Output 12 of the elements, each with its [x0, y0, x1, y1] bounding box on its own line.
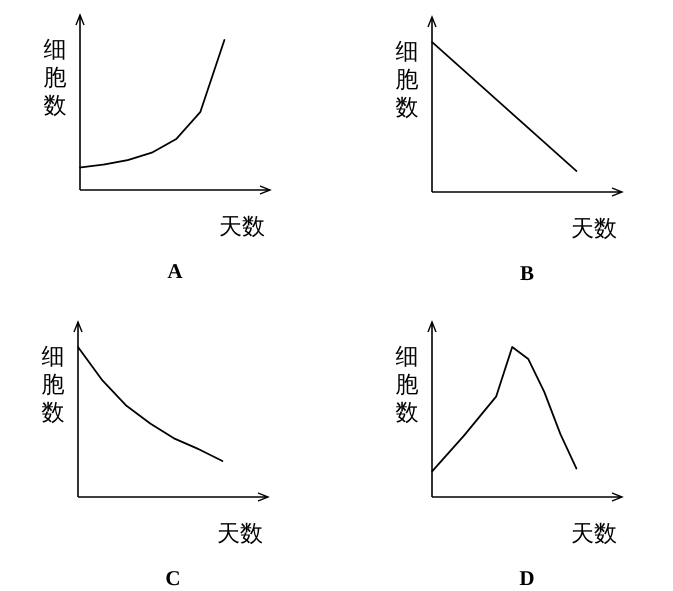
- y-axis-title: 细胞数: [44, 37, 66, 119]
- text: D: [519, 566, 535, 590]
- y-axis-title: 细胞数: [42, 344, 64, 426]
- text: A: [167, 259, 184, 283]
- x-axis-title: 天数: [217, 521, 263, 547]
- x-axis-title: 天数: [219, 214, 265, 240]
- y-axis-title: 细胞数: [396, 344, 418, 426]
- y-axis-title: 细胞数: [396, 39, 418, 121]
- x-axis-title: 天数: [571, 216, 617, 242]
- text: B: [520, 261, 534, 285]
- x-axis-title: 天数: [571, 521, 617, 547]
- text: C: [165, 566, 181, 590]
